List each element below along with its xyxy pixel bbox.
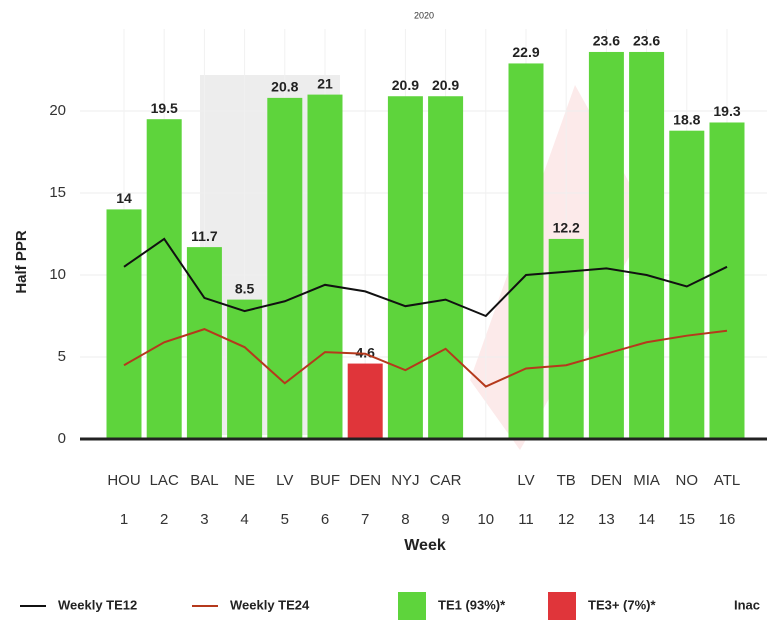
y-axis-label: Half PPR (13, 230, 30, 294)
opponent-label: DEN (349, 472, 381, 489)
bar (347, 363, 383, 439)
y-tick-label: 15 (49, 184, 66, 201)
data-label: 23.6 (633, 33, 660, 49)
opponent-label: TB (557, 472, 576, 489)
opponent-label: HOU (107, 472, 140, 489)
data-label: 8.5 (235, 280, 255, 296)
data-label: 4.6 (355, 344, 375, 360)
x-tick-label: 11 (518, 511, 534, 528)
y-tick-label: 5 (58, 348, 66, 365)
opponent-label: NE (234, 472, 255, 489)
x-tick-label: 3 (200, 511, 208, 528)
legend-swatch (398, 592, 426, 620)
line (123, 237, 728, 318)
opponent-label: CAR (430, 472, 462, 489)
x-tick-label: 7 (361, 511, 369, 528)
legend-label: TE3+ (7%)* (588, 597, 656, 612)
bar (387, 96, 423, 440)
data-label: 22.9 (512, 44, 539, 60)
data-label: 20.8 (271, 79, 298, 95)
opponent-label: NO (676, 472, 699, 489)
legend-label: Weekly TE12 (58, 597, 137, 612)
bar (106, 209, 142, 439)
x-tick-label: 2 (160, 511, 168, 528)
bar (267, 97, 303, 439)
bar (186, 247, 222, 439)
legend-label: TE1 (93%)* (438, 597, 506, 612)
legend-swatch (548, 592, 576, 620)
bar (307, 94, 343, 439)
x-tick-label: 14 (638, 511, 655, 528)
opponent-label: BAL (190, 472, 218, 489)
data-label: 14 (116, 190, 132, 206)
line (123, 328, 728, 388)
opponent-label: LV (517, 472, 534, 489)
data-label: 12.2 (553, 220, 580, 236)
data-label: 19.3 (713, 103, 740, 119)
opponent-label: MIA (633, 472, 660, 489)
x-tick-label: 13 (598, 511, 615, 528)
data-label: 19.5 (151, 100, 178, 116)
opponent-label: NYJ (391, 472, 419, 489)
data-label: 20.9 (432, 77, 459, 93)
bar (227, 299, 263, 439)
bar (428, 96, 464, 440)
data-label: 18.8 (673, 111, 700, 127)
x-tick-label: 12 (558, 511, 575, 528)
bar (548, 238, 584, 439)
opponent-label: LAC (150, 472, 179, 489)
bar (629, 51, 665, 440)
subtitle: 2020 (414, 10, 434, 20)
bar (709, 122, 745, 439)
data-label: 20.9 (392, 77, 419, 93)
x-tick-label: 6 (321, 511, 329, 528)
legend-label: Weekly TE24 (230, 597, 310, 612)
y-tick-label: 10 (49, 266, 66, 283)
opponent-label: BUF (310, 472, 340, 489)
data-label: 21 (317, 75, 333, 91)
x-tick-label: 16 (719, 511, 736, 528)
x-tick-label: 9 (441, 511, 449, 528)
data-label: 11.7 (191, 228, 218, 244)
x-tick-label: 1 (120, 511, 128, 528)
x-axis-label: Week (404, 537, 446, 554)
opponent-label: ATL (714, 472, 740, 489)
bar (588, 51, 624, 440)
x-tick-label: 8 (401, 511, 409, 528)
opponent-label: LV (276, 472, 293, 489)
y-tick-label: 0 (58, 430, 66, 447)
x-tick-label: 5 (281, 511, 289, 528)
data-label: 23.6 (593, 33, 620, 49)
x-tick-label: 15 (678, 511, 695, 528)
legend-label: Inac (734, 597, 760, 612)
bar (669, 130, 705, 439)
y-tick-label: 20 (49, 102, 66, 119)
x-tick-label: 10 (477, 511, 494, 528)
bar (146, 119, 182, 439)
opponent-label: DEN (591, 472, 623, 489)
bar (508, 63, 544, 439)
x-tick-label: 4 (240, 511, 248, 528)
